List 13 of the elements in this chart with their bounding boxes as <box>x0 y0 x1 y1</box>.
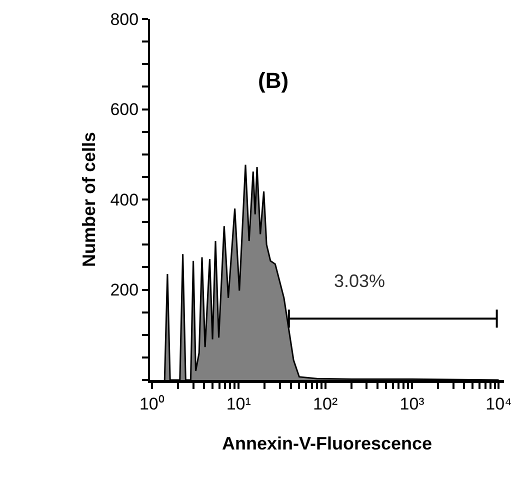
y-tick-label: 200 <box>110 280 139 300</box>
y-axis-title: Number of cells <box>78 132 99 268</box>
x-tick-label: 10⁴ <box>486 394 512 414</box>
y-tick-label: 800 <box>110 10 139 29</box>
x-axis-title: Annexin-V-Fluorescence <box>222 434 432 454</box>
y-tick-label: 400 <box>110 190 139 210</box>
x-tick-label: 10³ <box>400 394 425 414</box>
annotation: 3.03% <box>334 271 386 291</box>
x-tick-label: 10² <box>313 394 338 414</box>
annotation: (B) <box>258 68 289 93</box>
x-tick-label: 10¹ <box>226 394 252 414</box>
x-tick-label: 10⁰ <box>139 394 164 414</box>
y-tick-label: 600 <box>110 100 139 120</box>
